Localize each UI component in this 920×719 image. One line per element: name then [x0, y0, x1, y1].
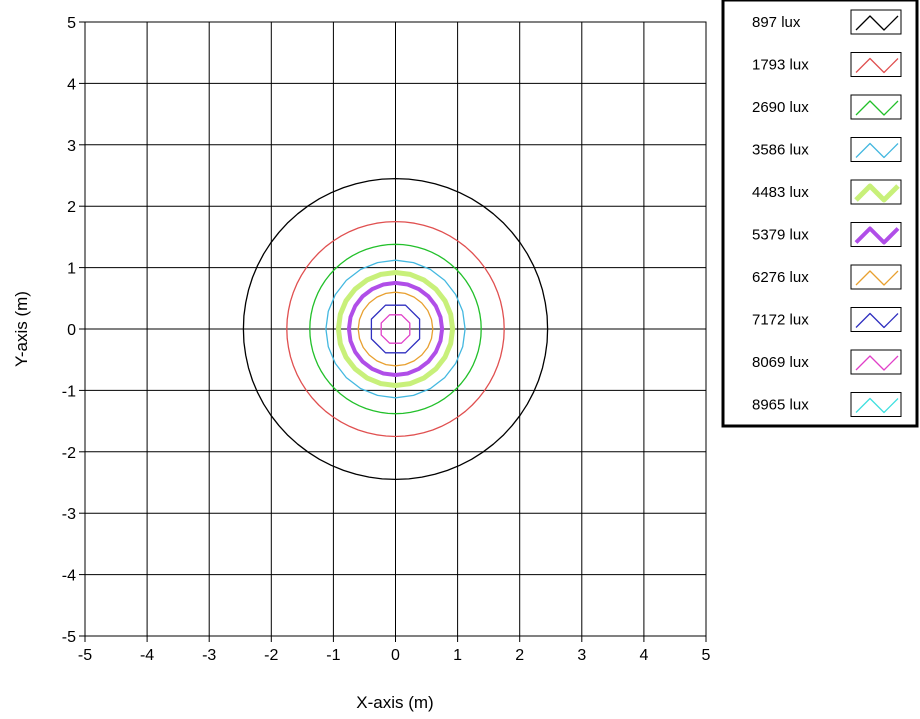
x-axis-label: X-axis (m)	[356, 693, 433, 712]
y-tick-label: -5	[62, 629, 76, 646]
y-tick-label: -1	[62, 383, 76, 400]
x-tick-label: -4	[140, 647, 154, 664]
y-tick-label: 3	[67, 138, 76, 155]
legend-label: 8965 lux	[752, 397, 809, 414]
contour-3586-lux	[325, 259, 466, 399]
x-tick-label: -1	[326, 647, 340, 664]
y-tick-label: 1	[67, 261, 76, 278]
legend-swatch-line	[854, 226, 900, 245]
x-tick-label: 0	[391, 647, 400, 664]
legend-label: 3586 lux	[752, 142, 809, 159]
legend-swatch-line	[855, 397, 899, 414]
legend-swatch-line	[855, 270, 899, 286]
y-tick-label: -2	[62, 445, 76, 462]
legend: 897 lux 1793 lux 2690 lux 3586 lux 4483 lux 5…	[721, 0, 919, 428]
x-tick-label: 1	[453, 647, 462, 664]
legend-label: 1793 lux	[752, 57, 809, 74]
x-tick-label: 3	[577, 647, 586, 664]
legend-swatch-line	[855, 57, 899, 74]
x-tick-label: -3	[202, 647, 216, 664]
x-tick-labels: -5 -4 -3 -2 -1 0 1 2 3 4 5	[78, 636, 711, 664]
legend-label: 7172 lux	[752, 312, 809, 329]
legend-label: 6276 lux	[752, 269, 809, 286]
contour-1793-lux	[286, 220, 505, 438]
contour-2690-lux	[309, 243, 482, 415]
legend-label: 5379 lux	[752, 227, 809, 244]
legend-label: 8069 lux	[752, 354, 809, 371]
y-tick-label: 0	[67, 322, 76, 339]
x-tick-label: 2	[515, 647, 524, 664]
x-tick-label: 4	[639, 647, 648, 664]
legend-swatch-line	[855, 312, 899, 329]
contour-5379-lux	[346, 280, 445, 377]
x-tick-label: -5	[78, 647, 92, 664]
legend-swatch-line	[855, 142, 899, 159]
y-tick-labels: 5 4 3 2 1 0 -1 -2 -3 -4 -5	[62, 15, 85, 646]
contour-lines	[242, 177, 549, 481]
legend-swatch-line	[855, 100, 899, 116]
legend-swatch-line	[855, 355, 899, 371]
y-tick-label: 5	[67, 15, 76, 32]
contour-6276-lux	[357, 291, 434, 367]
legend-swatch-line	[855, 15, 899, 31]
y-tick-label: -3	[62, 506, 76, 523]
contour-897-lux	[242, 177, 549, 481]
y-axis-label: Y-axis (m)	[12, 291, 31, 367]
y-tick-label: 4	[67, 76, 76, 93]
y-tick-label: 2	[67, 199, 76, 216]
legend-label: 2690 lux	[752, 99, 809, 116]
contour-8069-lux	[380, 314, 411, 344]
x-tick-label: 5	[702, 647, 711, 664]
x-tick-label: -2	[264, 647, 278, 664]
contour-4483-lux	[335, 270, 456, 388]
legend-label: 4483 lux	[752, 184, 809, 201]
legend-swatch-line	[854, 183, 900, 203]
y-tick-label: -4	[62, 568, 76, 585]
grid-lines	[84, 21, 707, 637]
legend-label: 897 lux	[752, 14, 801, 31]
contour-7172-lux	[370, 304, 421, 354]
